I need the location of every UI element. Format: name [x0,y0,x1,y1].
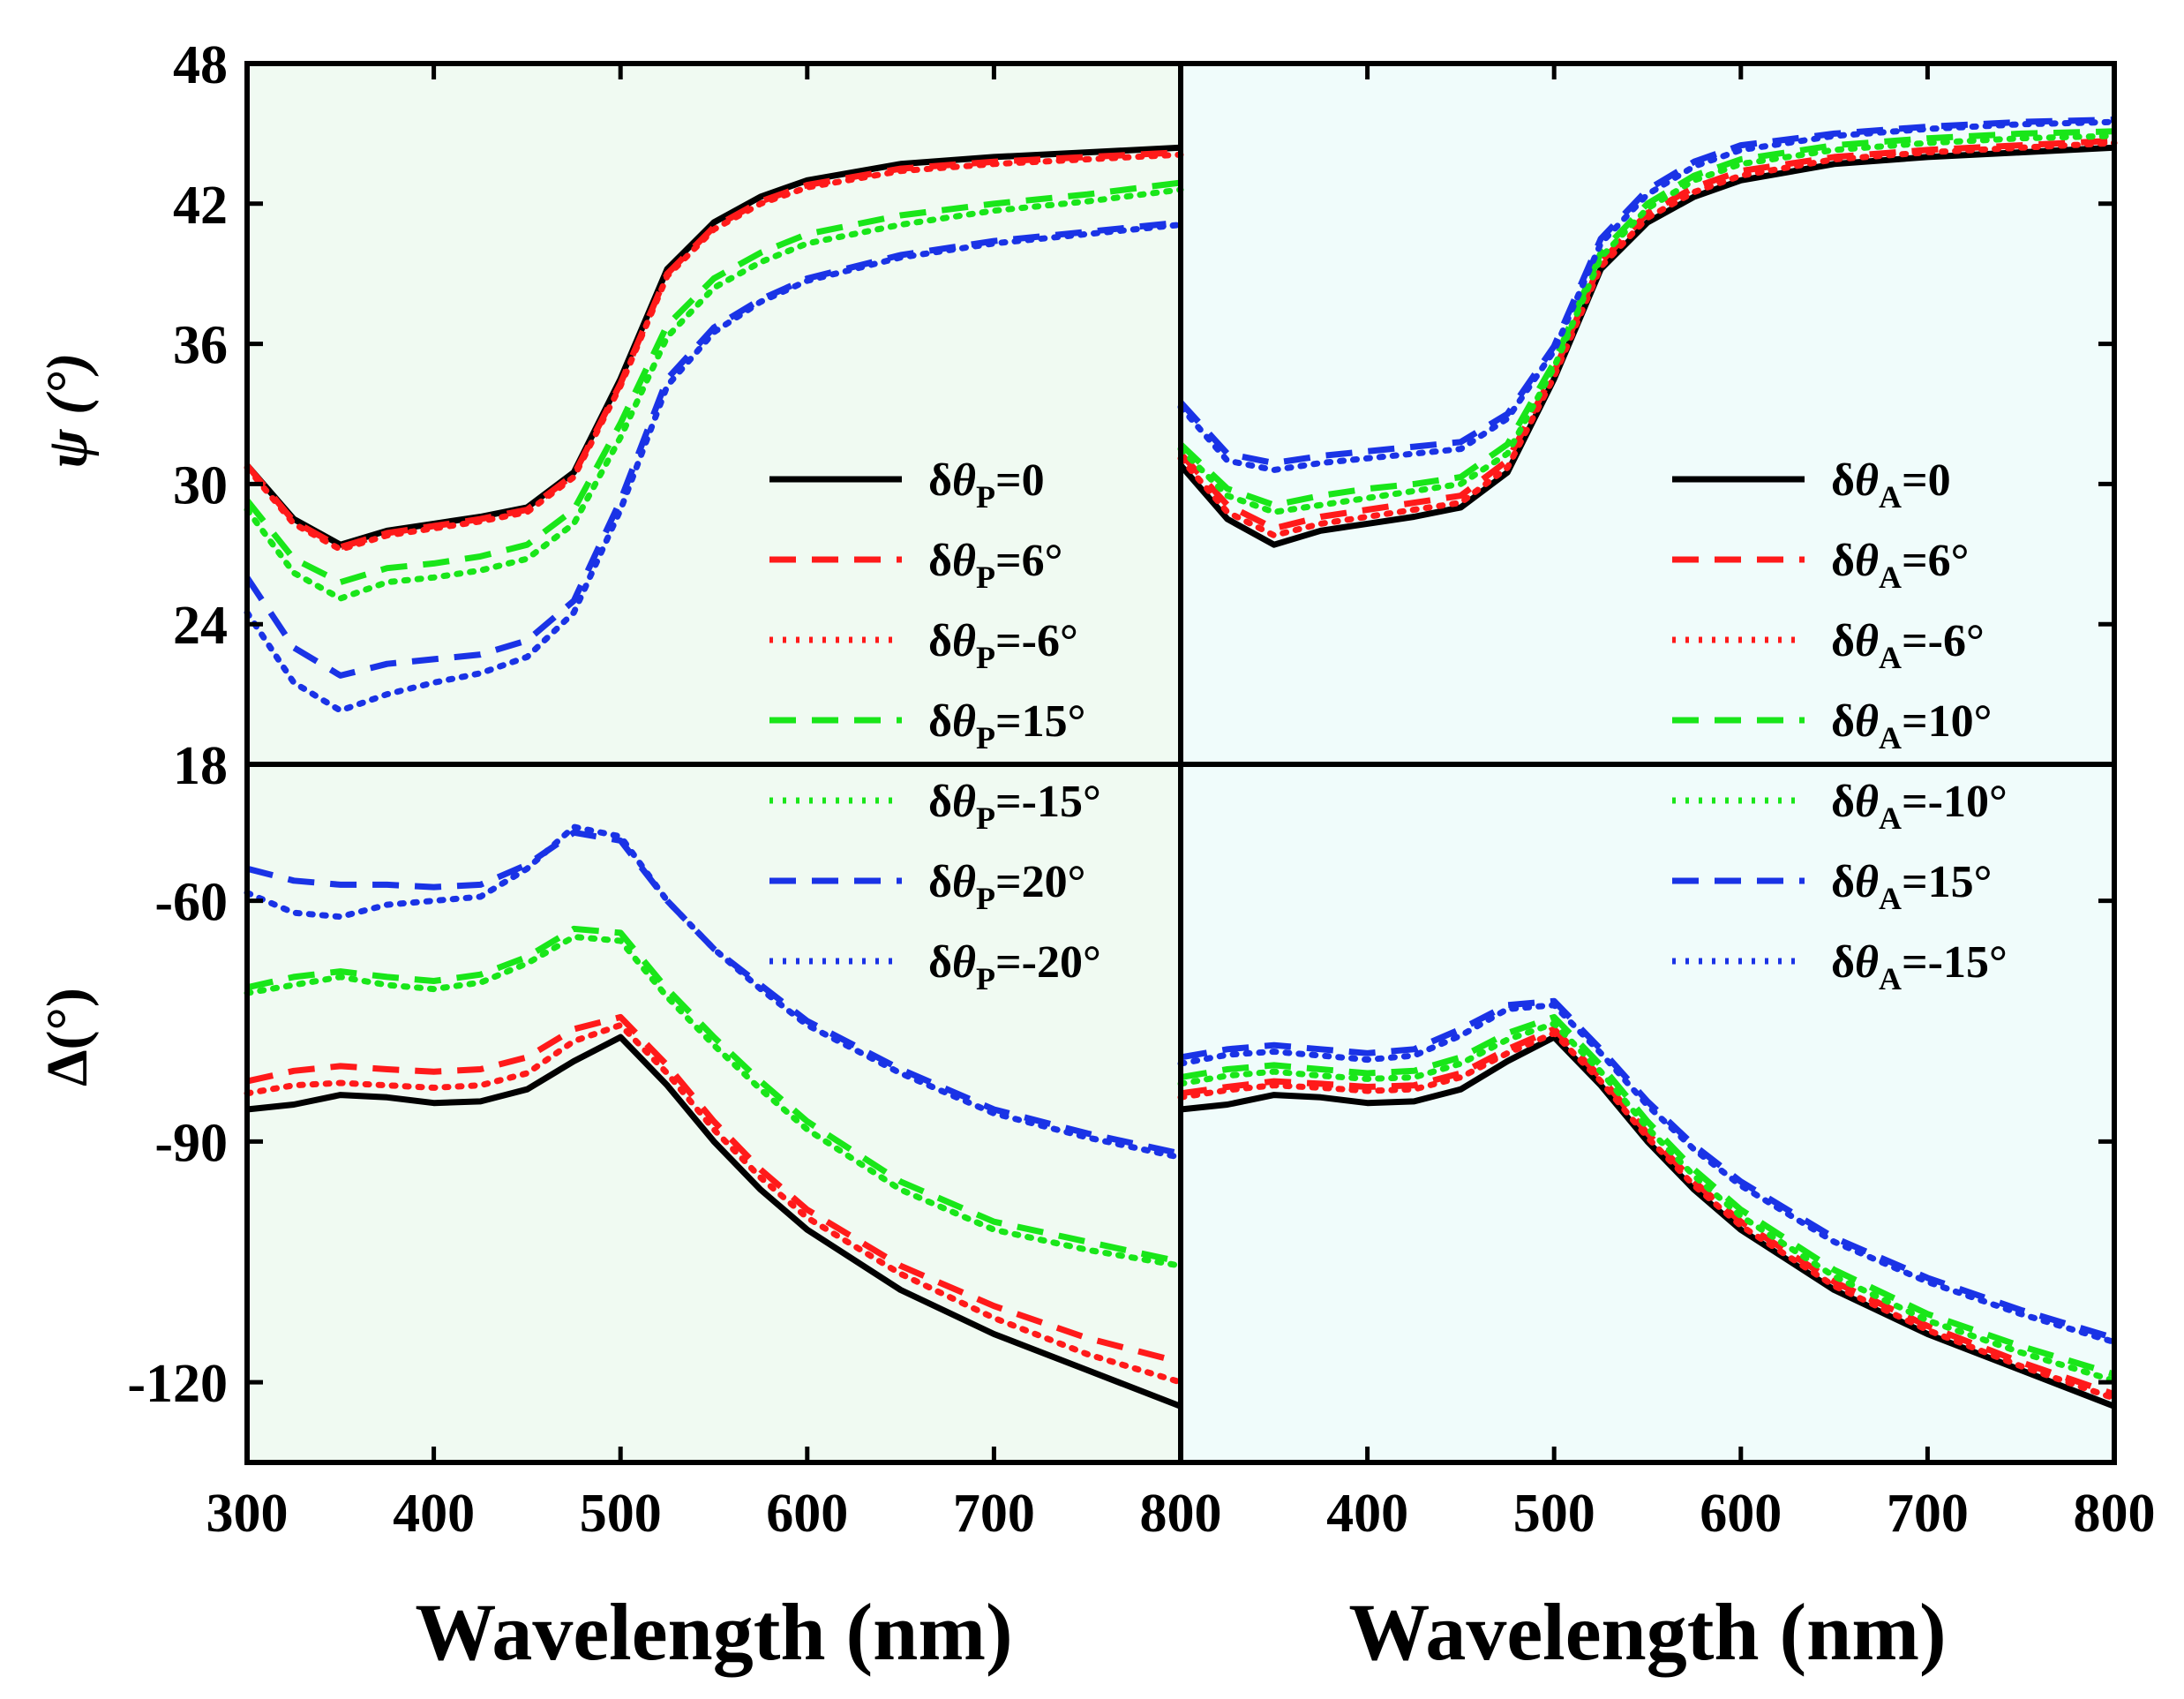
series-line-top-right-6 [1177,118,2118,473]
series-line-bottom-right-2 [1177,1030,2118,1402]
y-tick-label-psi: 18 [173,736,228,796]
series-line-bottom-left-0 [246,1034,1182,1410]
y-axis-title-psi: ψ (°) [35,353,100,469]
legend-label-right-0: δθA=0 [1831,455,1951,515]
legend-label-left-6: δθP=-20° [928,937,1101,996]
legend-label-right-4: δθA=-10° [1831,777,2008,836]
series-line-top-right-4 [1177,132,2118,515]
y-tick-label-delta: -90 [154,1113,228,1173]
curves-layer [244,117,2118,1410]
x-tick-label-bottom-left: 700 [953,1484,1035,1544]
series-line-top-right-2 [1177,139,2118,539]
y-tick-label-psi: 36 [173,316,228,376]
x-tick-label-bottom-right: 800 [2074,1484,2156,1544]
x-tick-label-bottom-right: 500 [1513,1484,1595,1544]
series-line-top-left-5 [244,219,1182,679]
series-line-bottom-right-6 [1177,1002,2118,1346]
legend-label-left-3: δθP=15° [928,696,1085,756]
legend-label-right-1: δθA=6° [1831,536,1969,595]
series-line-bottom-left-6 [244,823,1184,1161]
legend-label-left-2: δθP=-6° [928,616,1078,675]
series-line-top-left-2 [244,151,1184,553]
y-tick-label-delta: -60 [154,873,228,933]
y-tick-label-psi: 24 [173,596,228,656]
legend-label-left-4: δθP=-15° [928,777,1101,836]
series-line-top-right-0 [1178,144,2115,548]
x-tick-label-bottom-left: 400 [393,1484,475,1544]
legends-layer: δθP=0 δθP=6° δθP=-6° δθP=15° δθP=-15° δθP=20°… [769,455,2008,996]
x-axis-title-left: Wavelength (nm) [415,1587,1012,1677]
tick-labels-layer: 18 24 30 36 42 48 -120 -90 -60 300 400 500 600 700 800… [127,35,2155,1544]
series-line-top-right-3 [1178,128,2115,508]
series-line-bottom-left-5 [246,829,1182,1157]
series-line-bottom-left-4 [244,934,1184,1269]
legend-label-left-5: δθP=20° [928,857,1085,916]
y-axis-titles: ψ (°) Δ(°) [35,353,100,1086]
y-tick-label-delta: -120 [127,1354,228,1414]
legend-label-right-6: δθA=-15° [1831,937,2008,996]
x-axis-title-right: Wavelength (nm) [1348,1587,1946,1677]
series-line-bottom-left-2 [244,1022,1184,1386]
series-line-bottom-right-0 [1180,1034,2116,1410]
legend-label-right-3: δθA=10° [1831,696,1992,756]
series-line-bottom-right-1 [1180,1026,2116,1398]
x-tick-label-bottom-right: 700 [1887,1484,1969,1544]
legend-label-right-2: δθA=-6° [1831,616,1985,675]
series-line-bottom-right-4 [1177,1020,2118,1384]
legend-label-right-5: δθA=15° [1831,857,1992,916]
y-axis-title-delta: Δ(°) [35,988,100,1086]
x-tick-label-bottom-right: 600 [1700,1484,1782,1544]
x-tick-label-bottom-left: 500 [580,1484,662,1544]
x-tick-label-bottom-left: 600 [766,1484,848,1544]
legend-label-left-0: δθP=0 [928,455,1045,515]
series-line-bottom-right-3 [1180,1013,2116,1378]
series-line-bottom-left-1 [246,1013,1182,1365]
series-line-bottom-left-3 [246,925,1182,1266]
legend-label-left-1: δθP=6° [928,536,1062,595]
y-tick-label-psi: 48 [173,35,228,95]
series-line-top-left-6 [244,222,1184,714]
x-tick-label-bottom-right: 400 [1326,1484,1408,1544]
series-line-top-left-4 [244,186,1184,602]
y-tick-label-psi: 30 [173,455,228,515]
x-tick-label-bottom-left: 300 [206,1484,289,1544]
series-line-bottom-right-5 [1180,997,2116,1342]
y-tick-label-psi: 42 [173,176,228,236]
series-line-top-left-3 [244,179,1182,586]
x-tick-label-bottom-left: 800 [1140,1484,1222,1544]
